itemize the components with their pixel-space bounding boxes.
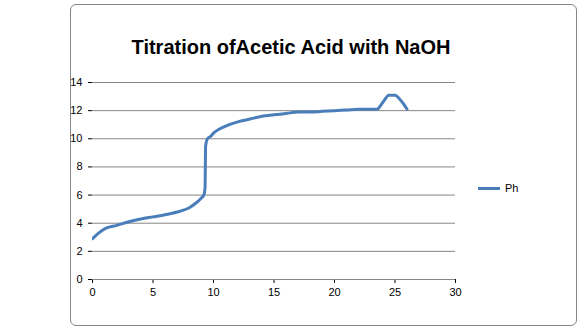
svg-text:25: 25 <box>389 286 401 298</box>
svg-text:10: 10 <box>207 286 219 298</box>
svg-text:15: 15 <box>268 286 280 298</box>
svg-text:20: 20 <box>328 286 340 298</box>
svg-text:14: 14 <box>70 76 82 88</box>
html-text:Titration ofAcetic Acid with N: Titration ofAcetic Acid with NaOH <box>131 36 451 58</box>
svg-text:30: 30 <box>449 286 461 298</box>
svg-text:0: 0 <box>89 286 95 298</box>
svg-text:5: 5 <box>150 286 156 298</box>
html-text:Ph: Ph <box>505 182 519 194</box>
svg-text:0: 0 <box>76 273 82 285</box>
svg-text:10: 10 <box>70 132 82 144</box>
svg-text:12: 12 <box>70 104 82 116</box>
svg-text:8: 8 <box>76 160 82 172</box>
svg-text:2: 2 <box>76 245 82 257</box>
svg-text:6: 6 <box>76 189 82 201</box>
svg-text:4: 4 <box>76 217 82 229</box>
